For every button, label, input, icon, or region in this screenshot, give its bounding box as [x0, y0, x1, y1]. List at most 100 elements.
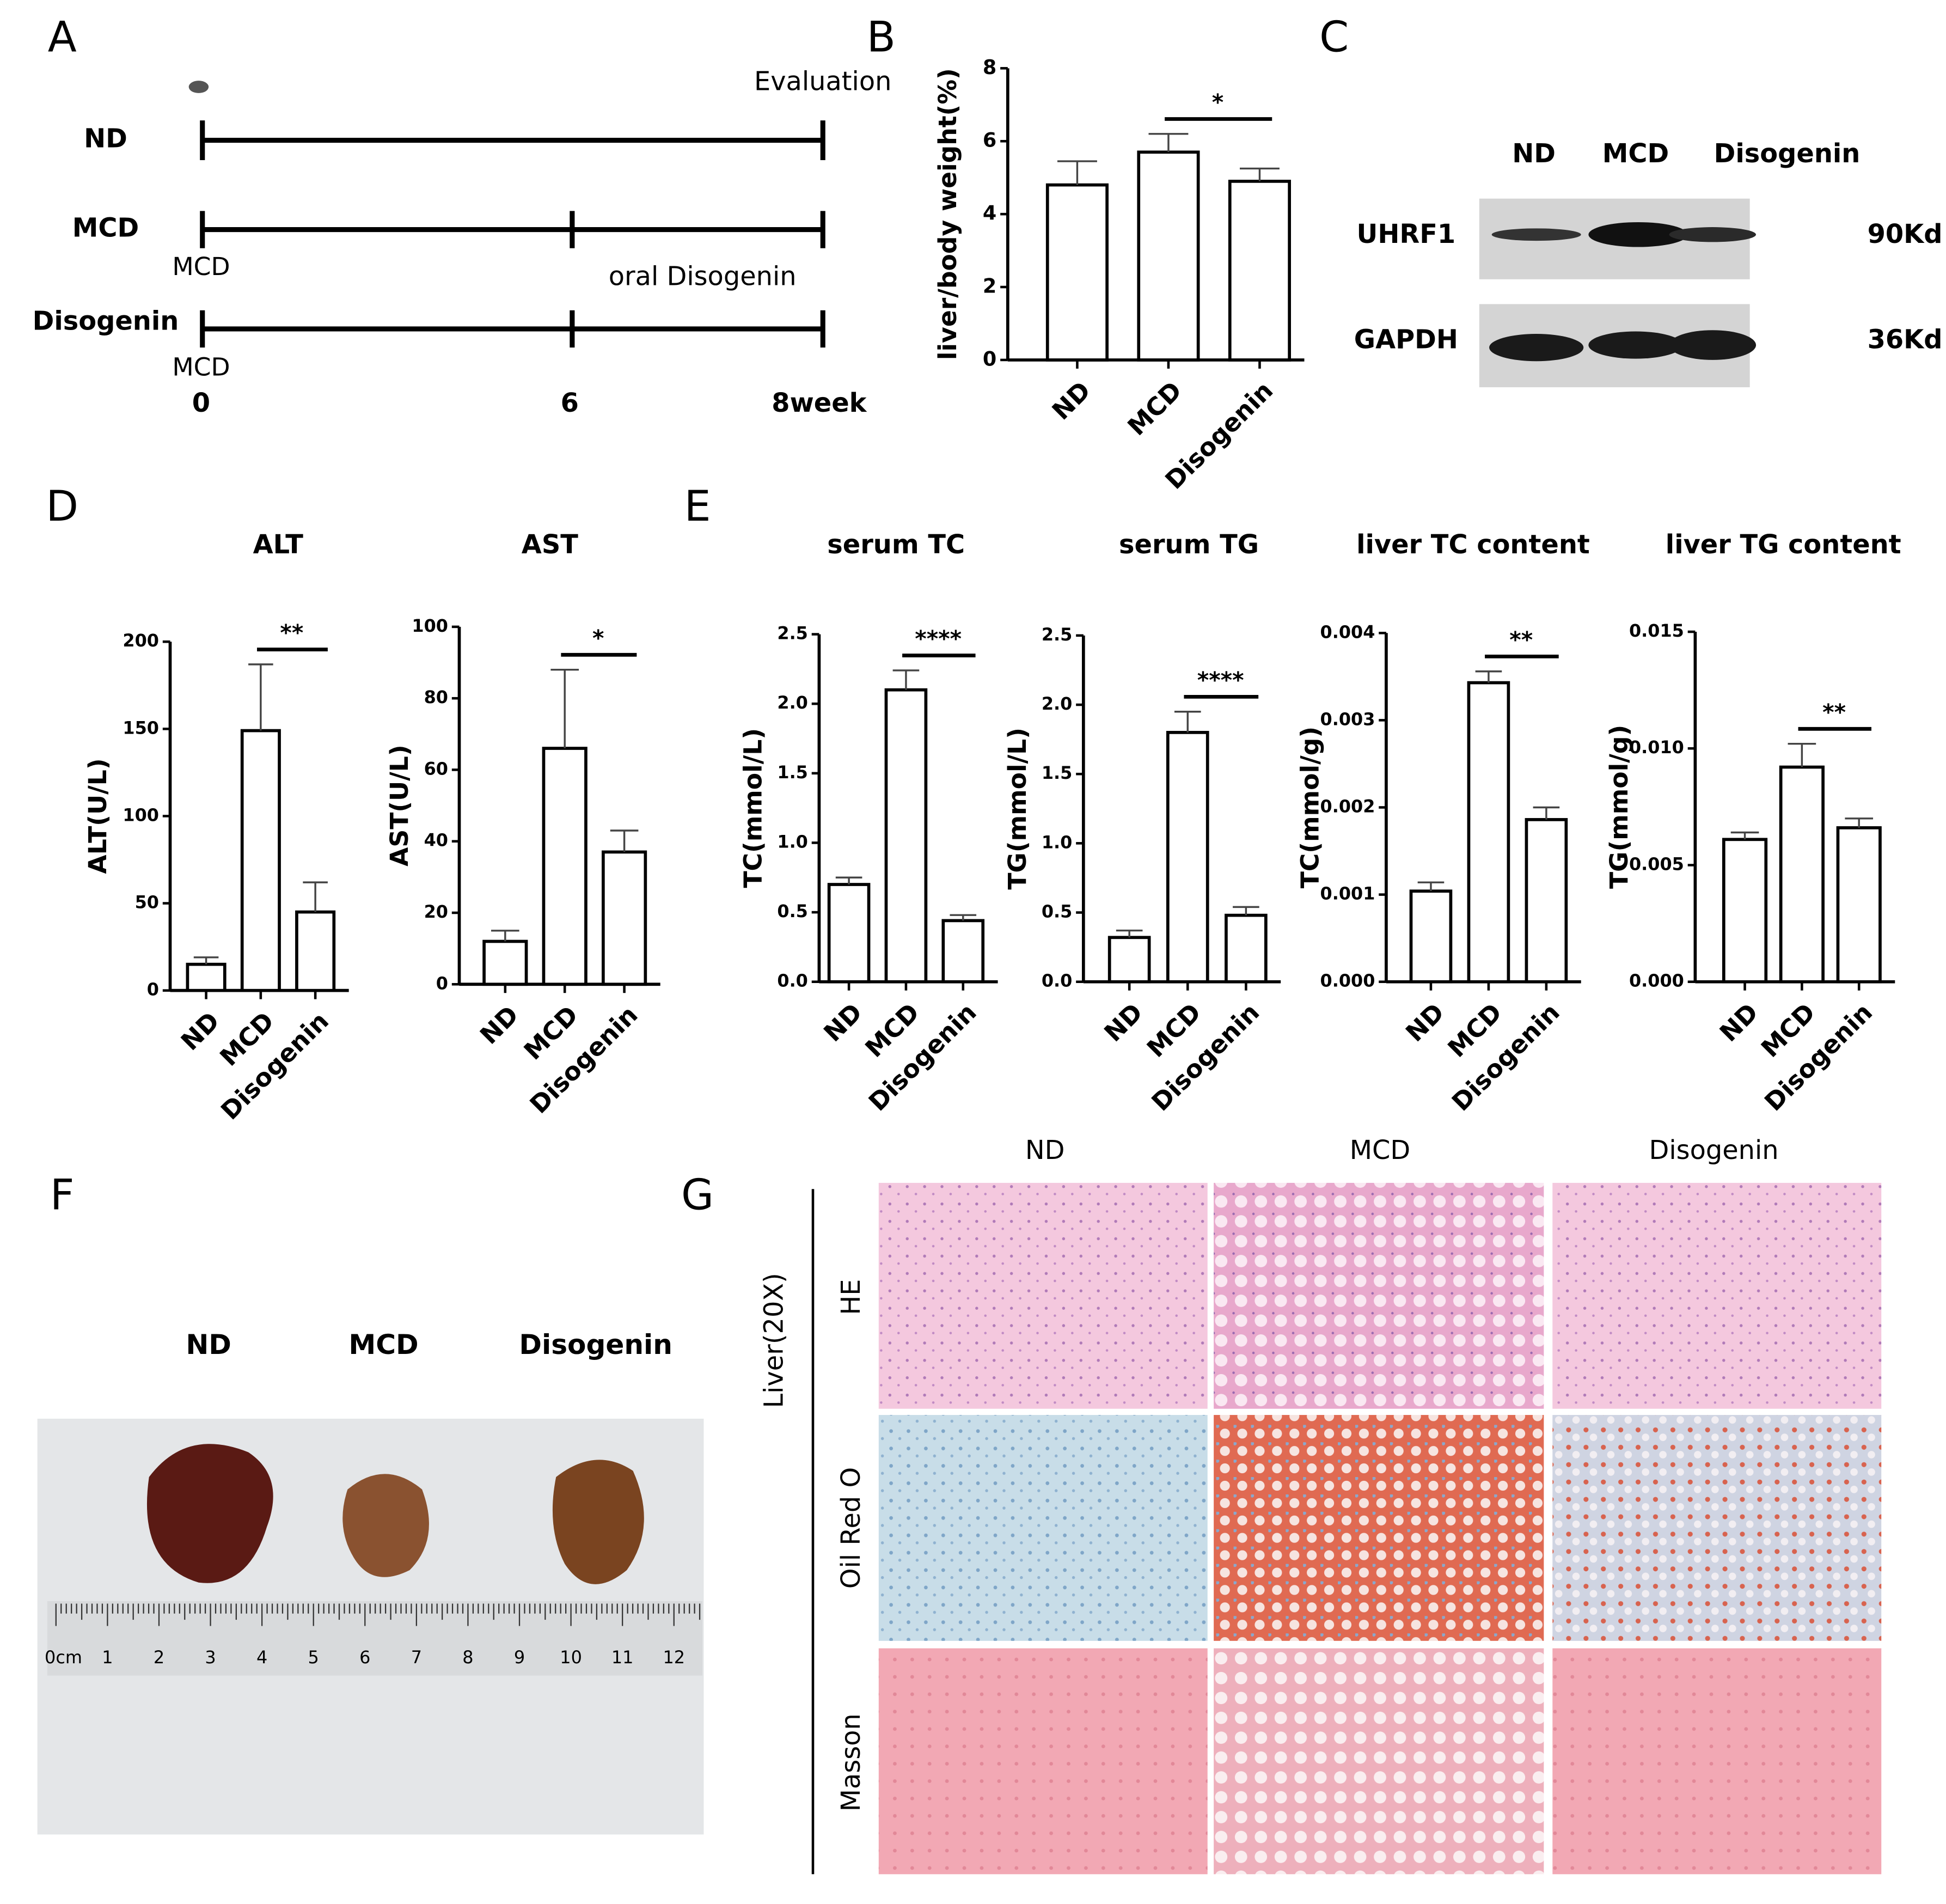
error-bar [1233, 906, 1259, 916]
error-bar [1845, 817, 1874, 828]
panel-label: F [50, 1171, 75, 1220]
chart-title: liver TC content [1356, 530, 1590, 560]
bar [1045, 183, 1109, 362]
row-label: Oil Red O [836, 1467, 866, 1589]
error-bar [835, 876, 862, 885]
side-label: Liver(20X) [760, 1273, 790, 1408]
x-tick-label: ND [474, 1000, 524, 1050]
error-bar [1116, 929, 1143, 938]
histology-image [878, 1415, 1208, 1641]
y-axis-label: TG(mmol/L) [1003, 728, 1032, 890]
ruler-label: 0cm [45, 1647, 82, 1668]
histology-image [878, 1182, 1208, 1409]
ruler-label: 1 [102, 1647, 113, 1668]
start-label: MCD [172, 252, 230, 281]
blot-band [1669, 330, 1757, 360]
group-label: Disogenin [33, 307, 179, 337]
error-bar [1174, 711, 1201, 733]
y-tick-label: 6 [983, 129, 996, 152]
lane-label: ND [1512, 139, 1556, 169]
significance-label: ** [1509, 627, 1533, 653]
panel-label: D [46, 482, 78, 531]
y-tick-label: 0.003 [1320, 709, 1375, 729]
bar [941, 919, 985, 984]
y-tick-label: 2.0 [1042, 693, 1073, 714]
y-tick-label: 60 [424, 758, 448, 779]
y-tick-label: 100 [123, 804, 159, 825]
panel-label: E [684, 482, 711, 531]
time-label: 6 [561, 388, 579, 418]
panel-label: A [48, 13, 77, 62]
group-label: MCD [72, 213, 139, 243]
lane-label: Disogenin [1714, 139, 1861, 169]
y-tick-label: 80 [424, 687, 448, 707]
bar-chart: 0.000 0.001 0.002 0.003 0.004 TC(mmol/g) liver… [1296, 530, 1590, 1117]
histology-image [1552, 1648, 1882, 1875]
y-tick-label: 1.0 [1042, 832, 1073, 852]
ruler-label: 6 [359, 1647, 370, 1668]
histology-image [1214, 1182, 1544, 1409]
bar [1409, 889, 1453, 984]
bar [1166, 731, 1209, 984]
bar [542, 747, 588, 986]
y-tick-label: 0.000 [1320, 971, 1375, 991]
error-bar [950, 914, 977, 921]
error-bar [303, 881, 328, 912]
error-bar [1475, 670, 1502, 683]
bar [1225, 913, 1268, 984]
bar-chart: 0.00.51.01.52.02.5TC(mmol/L)serum TCNDMC… [738, 530, 998, 1116]
y-tick-label: 0.5 [777, 901, 808, 922]
liver [552, 1460, 644, 1584]
histology-image [1214, 1415, 1544, 1641]
y-tick-label: 8 [983, 56, 996, 79]
ruler-label: 12 [663, 1647, 685, 1668]
end-label: Evaluation [754, 67, 891, 97]
y-tick-label: 0 [147, 979, 159, 1000]
size-label: 36Kd [1868, 325, 1943, 355]
histology-image [878, 1648, 1208, 1875]
timeline [188, 81, 825, 348]
ruler-label: 8 [462, 1647, 473, 1668]
error-bar [193, 956, 219, 965]
y-tick-label: 20 [424, 901, 448, 922]
y-tick-label: 1.0 [777, 831, 808, 852]
x-tick-label: ND [818, 998, 868, 1047]
liver-photo: 0cm 1 2 3 4 5 6 7 8 9 10 11 12 [37, 1418, 704, 1835]
significance-label: * [592, 625, 604, 651]
y-tick-label: 1.5 [777, 762, 808, 783]
bar [295, 910, 336, 992]
error-bar [1730, 831, 1759, 840]
y-tick-label: 0.004 [1320, 621, 1375, 642]
start-label: MCD [172, 352, 230, 381]
treatment-label: oral Disogenin [609, 261, 797, 291]
ruler-label: 9 [514, 1647, 525, 1668]
error-bar [610, 829, 639, 852]
y-axis-label: TC(mmol/g) [1296, 727, 1325, 888]
bar [1722, 838, 1768, 984]
bar [1107, 936, 1151, 984]
column-label: ND [1025, 1136, 1065, 1165]
error-bar [248, 663, 273, 731]
y-tick-label: 0.000 [1629, 971, 1684, 991]
y-axis-label: TC(mmol/L) [738, 728, 767, 888]
y-tick-label: 200 [123, 630, 159, 651]
y-axis-label: TG(mmol/g) [1605, 725, 1633, 889]
histology-image [1214, 1648, 1544, 1875]
bar [1779, 765, 1825, 984]
x-tick-label: ND [1400, 998, 1450, 1047]
error-bar [1533, 806, 1560, 820]
y-tick-label: 100 [412, 615, 448, 636]
bar [186, 962, 227, 992]
ruler-label: 3 [205, 1647, 216, 1668]
error-bar [491, 930, 519, 942]
bar [482, 939, 528, 986]
time-label: 0 [192, 388, 210, 418]
y-tick-label: 150 [123, 717, 159, 738]
ruler-label: 5 [308, 1647, 319, 1668]
chart-title: liver TG content [1666, 530, 1901, 560]
significance-label: **** [915, 626, 962, 652]
ruler-label: 7 [411, 1647, 422, 1668]
